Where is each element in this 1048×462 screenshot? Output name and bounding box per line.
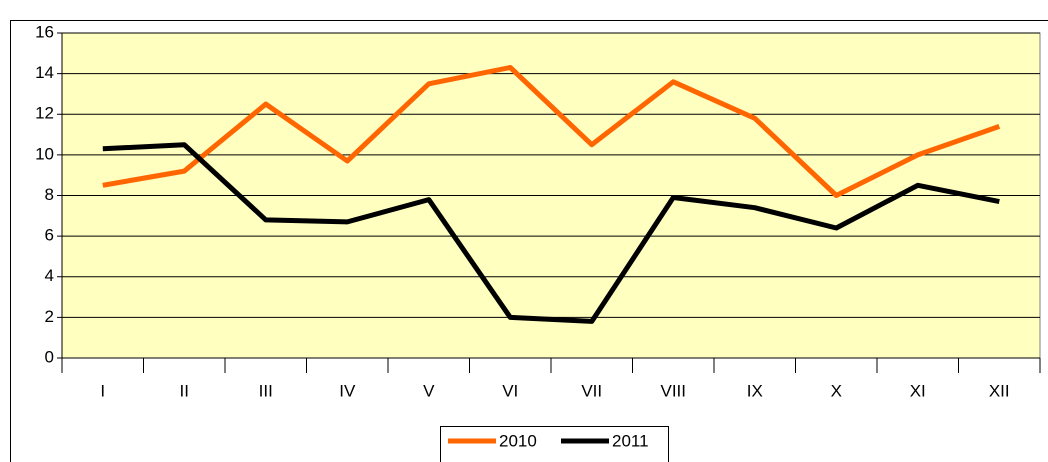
y-tick-label: 0 bbox=[45, 347, 54, 366]
x-tick-label: VII bbox=[581, 381, 602, 400]
y-tick-label: 10 bbox=[35, 144, 54, 163]
x-tick-label: IV bbox=[339, 381, 356, 400]
series-line bbox=[102, 65, 1001, 198]
x-tick-label: XI bbox=[910, 381, 926, 400]
x-tick-label: X bbox=[831, 381, 842, 400]
x-tick-label: I bbox=[100, 381, 105, 400]
x-tick-label: III bbox=[259, 381, 273, 400]
x-tick-label: VI bbox=[502, 381, 518, 400]
legend-box bbox=[440, 426, 669, 462]
y-tick-label: 14 bbox=[35, 63, 54, 82]
legend-label: 2010 bbox=[499, 431, 537, 450]
x-tick-label: XII bbox=[989, 381, 1010, 400]
y-tick-label: 4 bbox=[45, 266, 54, 285]
y-tick-label: 12 bbox=[35, 104, 54, 123]
legend-label: 2011 bbox=[612, 431, 649, 450]
x-tick-label: VIII bbox=[660, 381, 686, 400]
y-tick-label: 2 bbox=[45, 307, 54, 326]
x-tick-label: II bbox=[180, 381, 189, 400]
x-tick-label: V bbox=[423, 381, 435, 400]
series-line bbox=[102, 142, 1000, 324]
x-tick-label: IX bbox=[747, 381, 763, 400]
y-tick-label: 8 bbox=[45, 185, 54, 204]
y-tick-label: 6 bbox=[45, 226, 54, 245]
y-tick-label: 16 bbox=[35, 22, 54, 41]
